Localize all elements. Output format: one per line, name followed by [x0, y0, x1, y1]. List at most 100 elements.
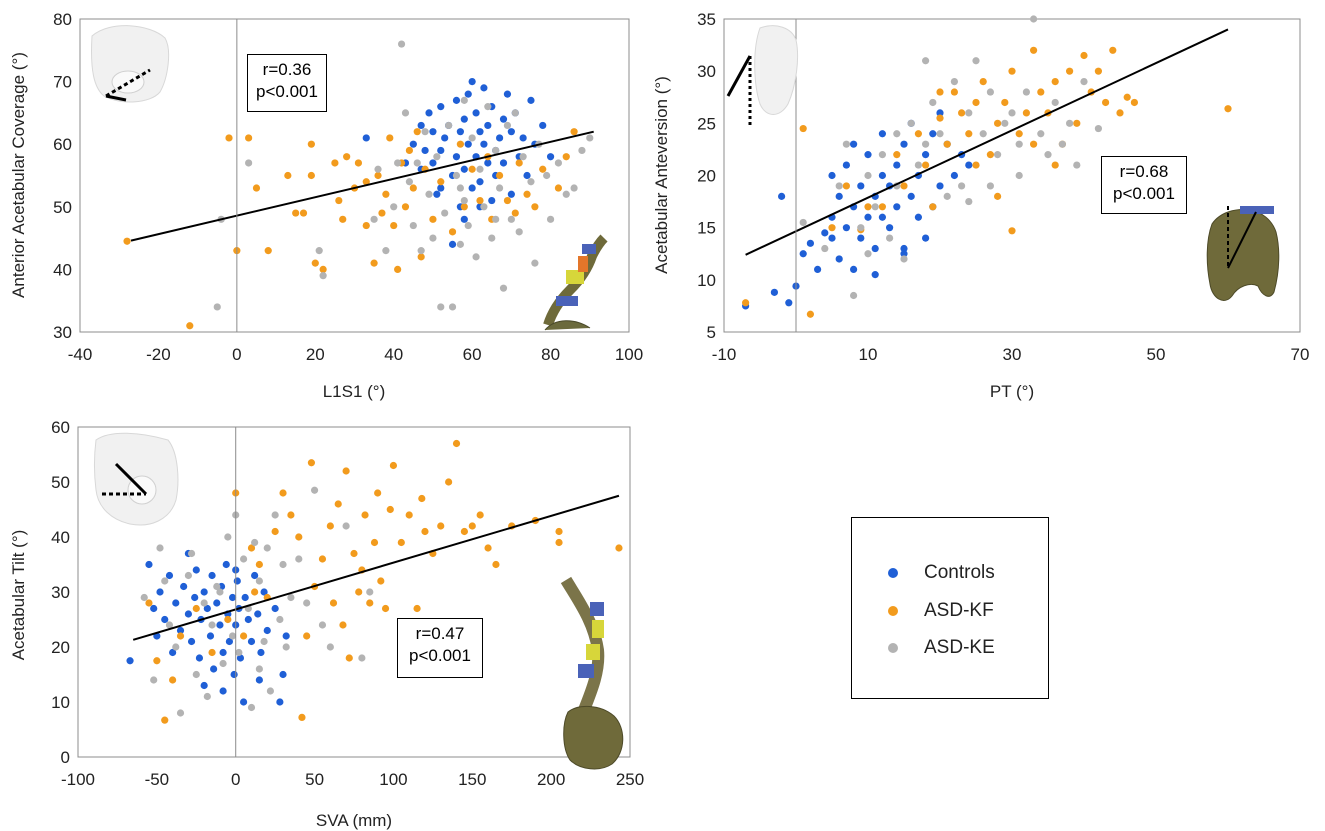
x-tick-label: 150: [458, 770, 486, 789]
data-point-asd-kf: [555, 527, 563, 536]
data-point-asd-ke: [394, 159, 402, 167]
data-point-asd-kf: [468, 522, 476, 530]
data-point-controls: [421, 146, 429, 155]
data-point-asd-ke: [979, 130, 987, 138]
data-point-asd-kf: [570, 128, 578, 136]
data-point-controls: [476, 128, 484, 136]
x-tick-label: -50: [145, 770, 170, 789]
data-point-controls: [417, 121, 425, 130]
data-point-asd-ke: [476, 165, 484, 173]
data-point-asd-kf: [307, 140, 315, 148]
data-point-asd-kf: [153, 657, 161, 665]
data-point-asd-kf: [307, 459, 316, 467]
data-point-controls: [271, 604, 279, 613]
data-point-asd-ke: [519, 153, 527, 161]
data-point-asd-kf: [615, 544, 623, 552]
data-point-controls: [864, 213, 872, 221]
data-point-asd-kf: [1037, 88, 1045, 96]
data-point-asd-ke: [247, 703, 256, 712]
data-point-asd-ke: [511, 109, 519, 117]
data-point-asd-ke: [578, 146, 586, 155]
data-point-controls: [507, 128, 515, 136]
data-point-asd-kf: [361, 511, 369, 519]
data-point-asd-ke: [437, 303, 445, 311]
data-point-controls: [468, 184, 476, 192]
data-point-controls: [203, 604, 211, 613]
scatter-points: [123, 40, 594, 330]
y-tick-label: 40: [53, 260, 72, 279]
data-point-asd-kf: [413, 604, 421, 613]
chart-sva-tilt: -100 -50 0 50 100 150 200 250 0 10 20 30 40 50 60 SVA …: [9, 418, 644, 830]
x-tick-label: 100: [615, 345, 643, 364]
y-tick-label: 30: [697, 62, 716, 81]
data-point-asd-kf: [287, 511, 295, 519]
data-point-asd-ke: [495, 184, 504, 192]
data-point-asd-kf: [374, 171, 382, 180]
x-tick-label: 0: [232, 345, 241, 364]
data-point-asd-kf: [176, 632, 185, 640]
data-point-asd-ke: [922, 57, 930, 65]
data-point-asd-kf: [936, 114, 944, 122]
data-point-controls: [437, 184, 445, 192]
y-axis-label: Acetabular Anteversion (°): [652, 76, 671, 274]
data-point-asd-ke: [433, 153, 441, 161]
data-point-asd-ke: [1015, 171, 1023, 180]
data-point-asd-kf: [965, 130, 973, 138]
data-point-asd-ke: [165, 621, 174, 629]
data-point-controls: [276, 698, 284, 706]
y-tick-label: 15: [697, 219, 716, 238]
data-point-asd-ke: [857, 224, 865, 232]
data-point-asd-kf: [418, 494, 426, 503]
data-point-controls: [914, 213, 923, 221]
data-point-asd-ke: [251, 538, 259, 547]
data-point-controls: [523, 171, 531, 180]
data-point-asd-ke: [1094, 124, 1102, 133]
data-point-asd-kf: [1102, 98, 1110, 107]
data-point-asd-kf: [378, 209, 386, 217]
data-point-asd-kf: [186, 322, 194, 330]
data-point-controls: [247, 637, 256, 646]
data-point-asd-kf: [295, 533, 303, 541]
data-point-controls: [503, 90, 512, 98]
data-point-asd-kf: [225, 134, 233, 142]
data-point-controls: [263, 626, 271, 635]
data-point-asd-ke: [303, 599, 311, 607]
data-point-controls: [429, 128, 437, 136]
data-point-asd-kf: [362, 178, 370, 186]
data-point-asd-kf: [318, 555, 327, 563]
y-tick-label: 50: [51, 473, 70, 492]
data-point-asd-kf: [401, 203, 410, 211]
y-tick-label: 60: [53, 135, 72, 154]
y-tick-label: 30: [53, 323, 72, 342]
data-point-asd-kf: [562, 153, 570, 161]
data-point-controls: [864, 151, 872, 159]
data-point-asd-ke: [156, 544, 164, 552]
data-point-asd-kf: [476, 196, 484, 205]
data-point-asd-ke: [499, 284, 508, 292]
data-point-asd-kf: [515, 159, 523, 167]
data-point-controls: [425, 109, 433, 117]
data-point-controls: [244, 615, 252, 624]
data-point-asd-kf: [245, 134, 253, 142]
data-point-asd-kf: [979, 78, 987, 86]
y-tick-label: 40: [51, 528, 70, 547]
data-point-controls: [499, 159, 508, 167]
data-point-asd-ke: [279, 560, 287, 569]
p-value: p<0.001: [256, 82, 318, 101]
data-point-asd-kf: [271, 527, 279, 536]
y-tick-label: 25: [697, 114, 716, 133]
data-point-asd-ke: [492, 146, 500, 155]
data-point-asd-ke: [543, 171, 551, 180]
legend-marker: [888, 643, 898, 653]
data-point-asd-kf: [240, 632, 248, 640]
x-tick-label: 70: [1291, 345, 1310, 364]
data-point-asd-ke: [310, 486, 319, 494]
data-point-asd-ke: [480, 203, 488, 211]
data-point-controls: [472, 109, 480, 117]
data-point-asd-ke: [200, 599, 208, 607]
data-point-asd-kf: [405, 511, 413, 519]
data-point-asd-kf: [1030, 46, 1038, 54]
data-point-controls: [539, 121, 547, 130]
data-point-asd-kf: [922, 161, 930, 169]
data-point-asd-kf: [914, 130, 923, 138]
